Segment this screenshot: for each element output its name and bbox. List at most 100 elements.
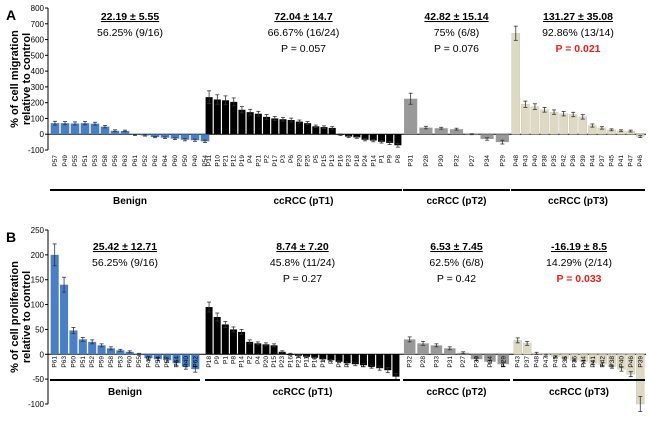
category-label: P19 (239, 155, 246, 167)
bar (200, 134, 210, 142)
category-label: P56 (112, 155, 119, 167)
y-tick-label: 150 (31, 276, 45, 285)
bar (369, 134, 377, 141)
bar (359, 354, 367, 366)
category-label: P61 (52, 356, 59, 368)
category-label: P20 (263, 356, 270, 368)
category-label: P31 (408, 155, 415, 167)
category-label: P64 (174, 356, 181, 368)
bar (304, 123, 312, 135)
bar (78, 339, 87, 355)
bar (213, 99, 221, 135)
bar (50, 254, 59, 355)
category-label: P23 (346, 155, 353, 167)
stat-percent: 75% (6/8) (434, 27, 480, 39)
category-label: P52 (89, 356, 96, 368)
y-tick-label: -100 (28, 400, 45, 409)
bar (246, 112, 254, 135)
category-label: P63 (61, 356, 68, 368)
category-label: P37 (599, 155, 606, 167)
bar (287, 120, 295, 135)
bar (351, 354, 359, 365)
bar (353, 134, 361, 138)
category-label: P44 (581, 356, 588, 368)
category-label: P62 (152, 155, 159, 167)
bar (404, 98, 418, 135)
category-label: P12 (231, 155, 238, 167)
panel-label: B (6, 229, 16, 245)
category-label: P1 (378, 155, 385, 163)
y-axis-label-line: relative to control (21, 33, 33, 125)
bar (521, 104, 530, 135)
stat-mean: 131.27 ± 35.08 (543, 11, 613, 23)
bar (80, 123, 90, 135)
category-label: P8 (230, 356, 237, 364)
stat-mean: -16.19 ± 8.5 (551, 241, 607, 253)
category-label: P58 (102, 155, 109, 167)
category-label: P46 (628, 356, 635, 368)
bar (394, 134, 402, 146)
group-2: P32 P28 P33 P31 P27 P30 P34 P29 ccRCC (pT2) 6.53 … (403, 241, 510, 398)
stat-mean: 42.82 ± 15.14 (424, 11, 488, 23)
category-label: P61 (132, 155, 139, 167)
panel-b: B % of cell proliferationrelative to cont… (6, 226, 646, 412)
bar (221, 324, 229, 355)
y-tick-label: 500 (31, 51, 45, 60)
stat-percent: 14.29% (2/14) (546, 257, 612, 269)
stat-mean: 6.53 ± 7.45 (430, 241, 483, 253)
category-label: P3 (280, 155, 287, 163)
bar (319, 354, 327, 360)
bar (368, 354, 376, 367)
bar (403, 339, 416, 355)
bar (70, 123, 80, 135)
bar (205, 307, 213, 355)
y-axis-label-line: relative to control (21, 271, 33, 363)
stat-p-value: P = 0.057 (281, 43, 326, 55)
y-axis-label: % of cell proliferationrelative to contr… (9, 261, 33, 373)
group-name: ccRCC (pT3) (549, 387, 609, 398)
category-label: P6 (288, 155, 295, 163)
category-label: P5 (328, 356, 335, 364)
group-1: P18 P9 P1 P8 P14 P2 P4 P20 P15 P23 P16 P21 P11 P10 P19… (205, 241, 400, 398)
category-label: P39 (637, 356, 644, 368)
category-label: P2 (247, 356, 254, 364)
bar (295, 121, 303, 135)
panel-a: A % of cell migrationrelative to control -… (6, 4, 646, 207)
category-label: P50 (182, 155, 189, 167)
category-label: P28 (423, 155, 430, 167)
category-label: P39 (580, 155, 587, 167)
category-label: P64 (162, 155, 169, 167)
category-label: P12 (336, 356, 343, 368)
group-name: Benign (113, 196, 147, 207)
bar (110, 130, 120, 135)
category-label: P34 (484, 155, 491, 167)
category-label: P27 (469, 155, 476, 167)
category-label: P32 (454, 155, 461, 167)
y-tick-label: 300 (31, 83, 45, 92)
bar (419, 127, 433, 135)
category-label: P11 (304, 356, 311, 367)
bar (163, 354, 172, 361)
category-label: P63 (122, 155, 129, 167)
category-label: P8 (395, 155, 402, 163)
category-label: P52 (142, 155, 149, 167)
bar (153, 354, 162, 360)
stat-p-value: P = 0.033 (556, 273, 601, 285)
y-axis-label: % of cell migrationrelative to control (9, 30, 33, 128)
category-label: P9 (214, 356, 221, 364)
category-label: P17 (393, 356, 400, 368)
category-label: P60 (172, 155, 179, 167)
category-label: P30 (438, 155, 445, 167)
group-2: P31 P28 P30 P32 P27 P34 P29 ccRCC (pT2) 42.82 ± … (403, 11, 510, 207)
stat-mean: 25.42 ± 12.71 (93, 241, 157, 253)
y-tick-label: 0 (40, 130, 45, 139)
category-label: P3 (352, 356, 359, 364)
category-label: P50 (70, 356, 77, 368)
y-tick-label: 200 (31, 99, 45, 108)
bar (279, 119, 287, 135)
category-label: P38 (609, 356, 616, 368)
category-label: P47 (628, 155, 635, 167)
category-label: P54 (155, 356, 162, 368)
category-label: P41 (618, 155, 625, 167)
